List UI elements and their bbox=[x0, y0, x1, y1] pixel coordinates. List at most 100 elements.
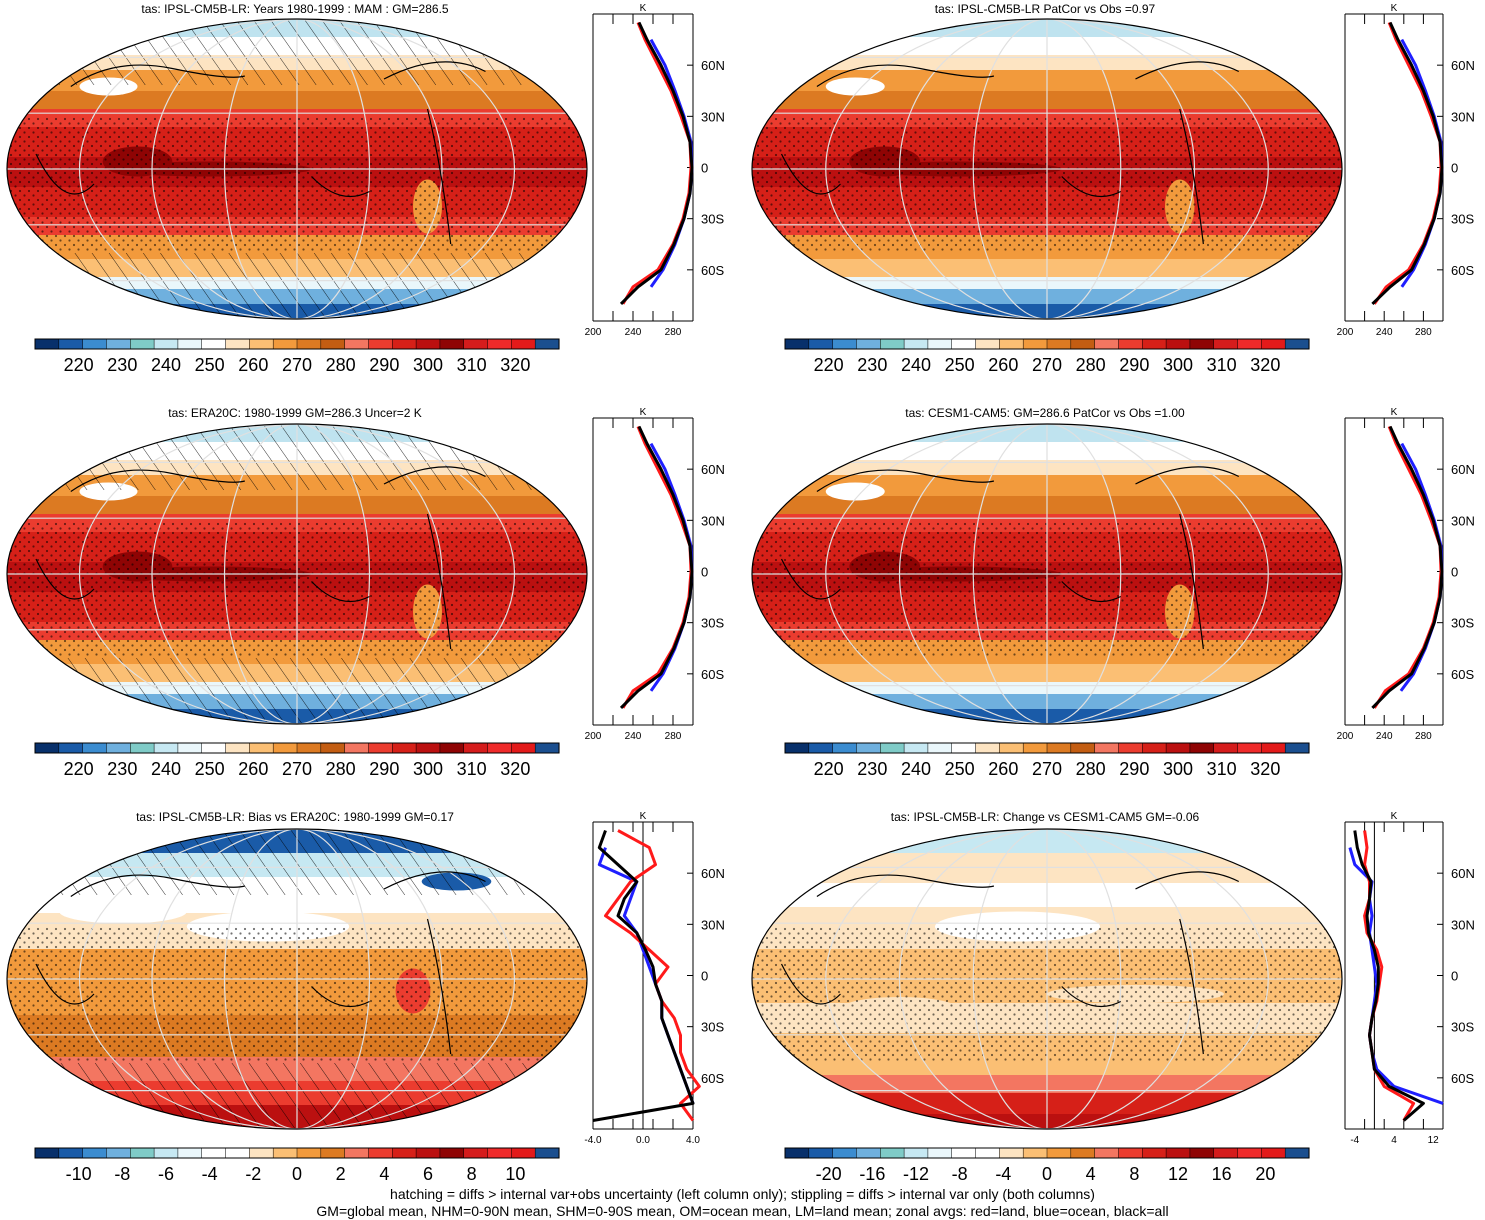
colorbar-tick-label: -12 bbox=[903, 1164, 929, 1184]
profile-x-tick-label: 240 bbox=[625, 731, 642, 742]
colorbar-swatch bbox=[82, 742, 108, 754]
colorbar-tick-label: 300 bbox=[1163, 355, 1193, 375]
profile-lat-label: 30N bbox=[701, 513, 725, 528]
colorbar-swatch bbox=[34, 338, 60, 350]
profile-lat-label: 60N bbox=[701, 58, 725, 73]
coastline bbox=[1061, 581, 1122, 603]
profile-line-all bbox=[1371, 425, 1444, 709]
colorbar-tick-label: 260 bbox=[238, 759, 268, 779]
colorbar-tick-label: 230 bbox=[107, 355, 137, 375]
colorbar-swatch bbox=[1213, 1147, 1239, 1159]
colorbar-tick-label: 8 bbox=[467, 1164, 477, 1184]
profile-lat-label: 30N bbox=[701, 917, 725, 932]
colorbar-tick-label: 280 bbox=[1076, 355, 1106, 375]
colorbar-swatch bbox=[832, 1147, 858, 1159]
colorbar-swatch bbox=[272, 338, 298, 350]
map-2 bbox=[6, 423, 588, 725]
colorbar-swatch bbox=[808, 1147, 834, 1159]
profile-lat-label: 30S bbox=[701, 1020, 724, 1035]
profile-x-tick-label: 200 bbox=[1337, 731, 1354, 742]
colorbar-swatch bbox=[201, 1147, 227, 1159]
colorbar-swatch bbox=[177, 742, 203, 754]
colorbar-4: -10 -8 -6 -4 -2 0 2 4 6 8 10 bbox=[34, 1147, 560, 1184]
panel-title: tas: IPSL-CM5B-LR: Change vs CESM1-CAM5 … bbox=[890, 810, 1200, 824]
colorbar-swatch bbox=[808, 742, 834, 754]
profile-line-land bbox=[621, 425, 693, 709]
profile-x-tick-label: 4.0 bbox=[686, 1135, 700, 1146]
coastline bbox=[311, 986, 370, 1008]
colorbar-swatch bbox=[58, 742, 84, 754]
profile-x-tick-label: 280 bbox=[665, 731, 682, 742]
colorbar-swatch bbox=[1213, 338, 1239, 350]
colorbar-swatch bbox=[1022, 338, 1048, 350]
colorbar-swatch bbox=[320, 742, 346, 754]
colorbar-swatch bbox=[296, 1147, 322, 1159]
colorbar-swatch bbox=[415, 338, 441, 350]
colorbar-swatch bbox=[368, 1147, 393, 1159]
colorbar-tick-label: 270 bbox=[282, 759, 312, 779]
colorbar-swatch bbox=[1118, 742, 1143, 754]
colorbar-tick-label: 260 bbox=[988, 759, 1018, 779]
zonal-profile-2: K 60N 30N 0 30S 60S 200 240 280 bbox=[585, 407, 725, 742]
colorbar-frame bbox=[34, 1147, 560, 1159]
colorbar-swatch bbox=[951, 742, 977, 754]
colorbar-swatch bbox=[999, 1147, 1024, 1159]
colorbar-swatch bbox=[832, 338, 858, 350]
colorbar-swatch bbox=[534, 338, 560, 350]
profile-unit-label: K bbox=[1391, 811, 1398, 822]
colorbar-swatch bbox=[487, 742, 512, 754]
colorbar-swatch bbox=[344, 338, 370, 350]
colorbar-2: 220 230 240 250 260 270 280 290 300 310 320 bbox=[34, 742, 560, 779]
coastline bbox=[426, 918, 452, 1055]
colorbar-swatch bbox=[1165, 742, 1191, 754]
colorbar-swatch bbox=[784, 338, 810, 350]
colorbar-tick-label: 2 bbox=[336, 1164, 346, 1184]
colorbar-swatch bbox=[975, 742, 1000, 754]
colorbar-swatch bbox=[511, 1147, 536, 1159]
panel-title: tas: IPSL-CM5B-LR: Years 1980-1999 : MAM… bbox=[141, 2, 449, 16]
colorbar-tick-label: 0 bbox=[292, 1164, 302, 1184]
footer-line-1: hatching = diffs > internal var+obs unce… bbox=[390, 1186, 1095, 1202]
colorbar-swatch bbox=[951, 338, 977, 350]
colorbar-tick-label: 310 bbox=[457, 355, 487, 375]
map-outline bbox=[6, 828, 588, 1130]
colorbar-tick-label: 250 bbox=[195, 759, 225, 779]
colorbar-swatch bbox=[153, 1147, 179, 1159]
colorbar-tick-label: -2 bbox=[245, 1164, 261, 1184]
colorbar-swatch bbox=[1094, 1147, 1120, 1159]
colorbar-swatch bbox=[1070, 1147, 1096, 1159]
colorbar-swatch bbox=[439, 742, 465, 754]
colorbar-swatch bbox=[1237, 1147, 1262, 1159]
colorbar-swatch bbox=[439, 338, 465, 350]
colorbar-swatch bbox=[368, 338, 393, 350]
colorbar-swatch bbox=[880, 742, 905, 754]
map-4 bbox=[6, 828, 588, 1130]
colorbar-swatch bbox=[1237, 338, 1262, 350]
colorbar-tick-label: 270 bbox=[1032, 355, 1062, 375]
coastline bbox=[1135, 466, 1240, 485]
profile-lat-label: 60N bbox=[701, 462, 725, 477]
profile-lat-label: 0 bbox=[701, 565, 708, 580]
profile-lat-label: 60N bbox=[1451, 462, 1475, 477]
colorbar-swatch bbox=[272, 1147, 298, 1159]
profile-lat-label: 30N bbox=[1451, 109, 1475, 124]
colorbar-tick-label: 10 bbox=[505, 1164, 525, 1184]
colorbar-swatch bbox=[463, 1147, 489, 1159]
colorbar-swatch bbox=[392, 1147, 417, 1159]
profile-x-tick-label: 280 bbox=[1415, 731, 1432, 742]
coastline bbox=[1179, 108, 1204, 245]
profile-x-tick-label: 200 bbox=[1337, 327, 1354, 338]
colorbar-swatch bbox=[1142, 338, 1167, 350]
profile-x-tick-label: -4.0 bbox=[584, 1135, 602, 1146]
profile-lat-label: 0 bbox=[701, 161, 708, 176]
map-field bbox=[752, 424, 1342, 724]
colorbar-swatch bbox=[249, 1147, 274, 1159]
colorbar-tick-label: 220 bbox=[814, 759, 844, 779]
colorbar-swatch bbox=[1189, 742, 1215, 754]
colorbar-swatch bbox=[1142, 742, 1167, 754]
profile-lat-label: 30N bbox=[1451, 917, 1475, 932]
colorbar-tick-label: 240 bbox=[151, 355, 181, 375]
panel-title: tas: ERA20C: 1980-1999 GM=286.3 Uncer=2 … bbox=[168, 406, 422, 420]
colorbar-swatch bbox=[249, 338, 274, 350]
